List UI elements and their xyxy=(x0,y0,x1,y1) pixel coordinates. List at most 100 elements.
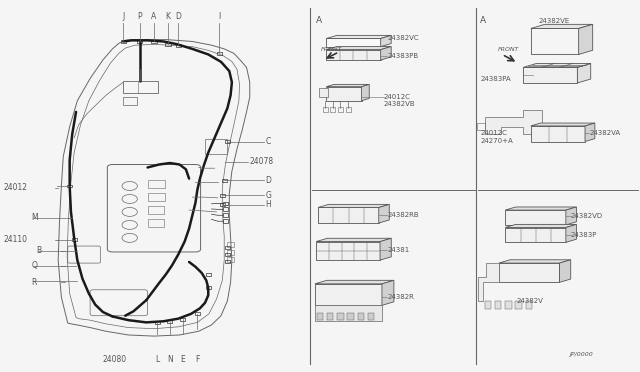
Bar xyxy=(225,140,230,143)
Bar xyxy=(148,206,164,214)
Text: 24270+A: 24270+A xyxy=(481,138,514,144)
Bar xyxy=(225,253,230,256)
Polygon shape xyxy=(523,67,577,83)
Text: D: D xyxy=(266,176,271,185)
Text: N: N xyxy=(167,355,173,363)
Bar xyxy=(67,185,72,187)
Text: 24382VB: 24382VB xyxy=(384,101,415,107)
Text: FRONT: FRONT xyxy=(497,47,519,52)
Polygon shape xyxy=(381,35,391,46)
Bar xyxy=(152,40,157,43)
Polygon shape xyxy=(316,238,391,241)
Polygon shape xyxy=(315,280,394,284)
Bar xyxy=(72,238,77,241)
Bar xyxy=(216,52,221,55)
Bar xyxy=(166,42,171,45)
Text: B: B xyxy=(36,246,41,255)
Text: 24382VD: 24382VD xyxy=(571,214,603,219)
Bar xyxy=(495,301,501,309)
Polygon shape xyxy=(499,260,571,263)
Text: 24382RB: 24382RB xyxy=(387,212,419,218)
Polygon shape xyxy=(559,260,571,282)
Text: A: A xyxy=(316,16,322,25)
Polygon shape xyxy=(566,224,577,242)
Text: I: I xyxy=(218,12,220,21)
Text: 24382V: 24382V xyxy=(516,298,543,304)
Bar xyxy=(124,97,138,105)
Text: 24383PB: 24383PB xyxy=(387,52,418,58)
Bar xyxy=(138,40,143,43)
Polygon shape xyxy=(505,207,577,210)
Bar xyxy=(223,214,228,217)
Text: 24382VA: 24382VA xyxy=(589,130,621,137)
Text: P: P xyxy=(138,12,142,21)
Polygon shape xyxy=(318,204,389,208)
Text: 24080: 24080 xyxy=(102,355,127,363)
Bar xyxy=(368,313,374,320)
Text: 24012: 24012 xyxy=(4,183,28,192)
Bar xyxy=(168,320,173,323)
Bar xyxy=(484,301,491,309)
Bar xyxy=(220,194,225,197)
Polygon shape xyxy=(499,263,559,282)
Text: 24382VC: 24382VC xyxy=(387,35,419,41)
Text: 24012C: 24012C xyxy=(481,130,508,137)
Text: H: H xyxy=(266,200,271,209)
Polygon shape xyxy=(531,123,595,126)
Text: 24383P: 24383P xyxy=(571,232,597,238)
Bar xyxy=(148,180,166,188)
Polygon shape xyxy=(505,228,566,242)
Text: E: E xyxy=(180,355,185,363)
Polygon shape xyxy=(326,49,381,60)
Text: G: G xyxy=(266,191,271,200)
Bar xyxy=(323,108,328,112)
Bar xyxy=(515,301,522,309)
Bar xyxy=(505,301,511,309)
Text: FRONT: FRONT xyxy=(321,47,342,52)
Bar xyxy=(227,242,234,247)
Text: R: R xyxy=(31,278,36,287)
Polygon shape xyxy=(531,24,593,29)
Bar xyxy=(205,286,211,289)
Bar xyxy=(205,139,227,154)
Polygon shape xyxy=(326,35,391,38)
Polygon shape xyxy=(380,238,391,260)
Text: D: D xyxy=(175,12,181,21)
Bar xyxy=(227,250,234,254)
Text: K: K xyxy=(166,12,170,21)
Text: 24383PA: 24383PA xyxy=(481,76,511,81)
Polygon shape xyxy=(531,126,585,141)
Bar xyxy=(195,312,200,315)
Polygon shape xyxy=(315,284,382,305)
Polygon shape xyxy=(531,29,579,54)
Bar xyxy=(525,301,532,309)
Text: 24110: 24110 xyxy=(4,235,28,244)
Text: Q: Q xyxy=(31,261,37,270)
Bar xyxy=(121,40,126,43)
Bar xyxy=(317,313,323,320)
Bar xyxy=(223,208,228,211)
Text: F: F xyxy=(195,355,200,363)
Bar xyxy=(205,273,211,276)
Polygon shape xyxy=(326,38,381,46)
Polygon shape xyxy=(326,46,391,49)
Bar xyxy=(358,313,364,320)
Polygon shape xyxy=(315,305,382,321)
Polygon shape xyxy=(577,64,591,83)
Text: 24012C: 24012C xyxy=(384,94,411,100)
Bar xyxy=(180,318,185,321)
Bar xyxy=(348,313,354,320)
Bar xyxy=(223,202,228,205)
Polygon shape xyxy=(505,224,577,228)
Bar xyxy=(175,44,180,46)
Bar xyxy=(330,108,335,112)
Text: 24382R: 24382R xyxy=(387,294,414,300)
Polygon shape xyxy=(379,204,389,223)
Bar xyxy=(346,108,351,112)
Polygon shape xyxy=(362,84,369,101)
Bar xyxy=(148,193,166,201)
Polygon shape xyxy=(505,210,566,225)
Bar xyxy=(220,203,225,206)
Polygon shape xyxy=(566,207,577,225)
Bar xyxy=(227,257,234,262)
